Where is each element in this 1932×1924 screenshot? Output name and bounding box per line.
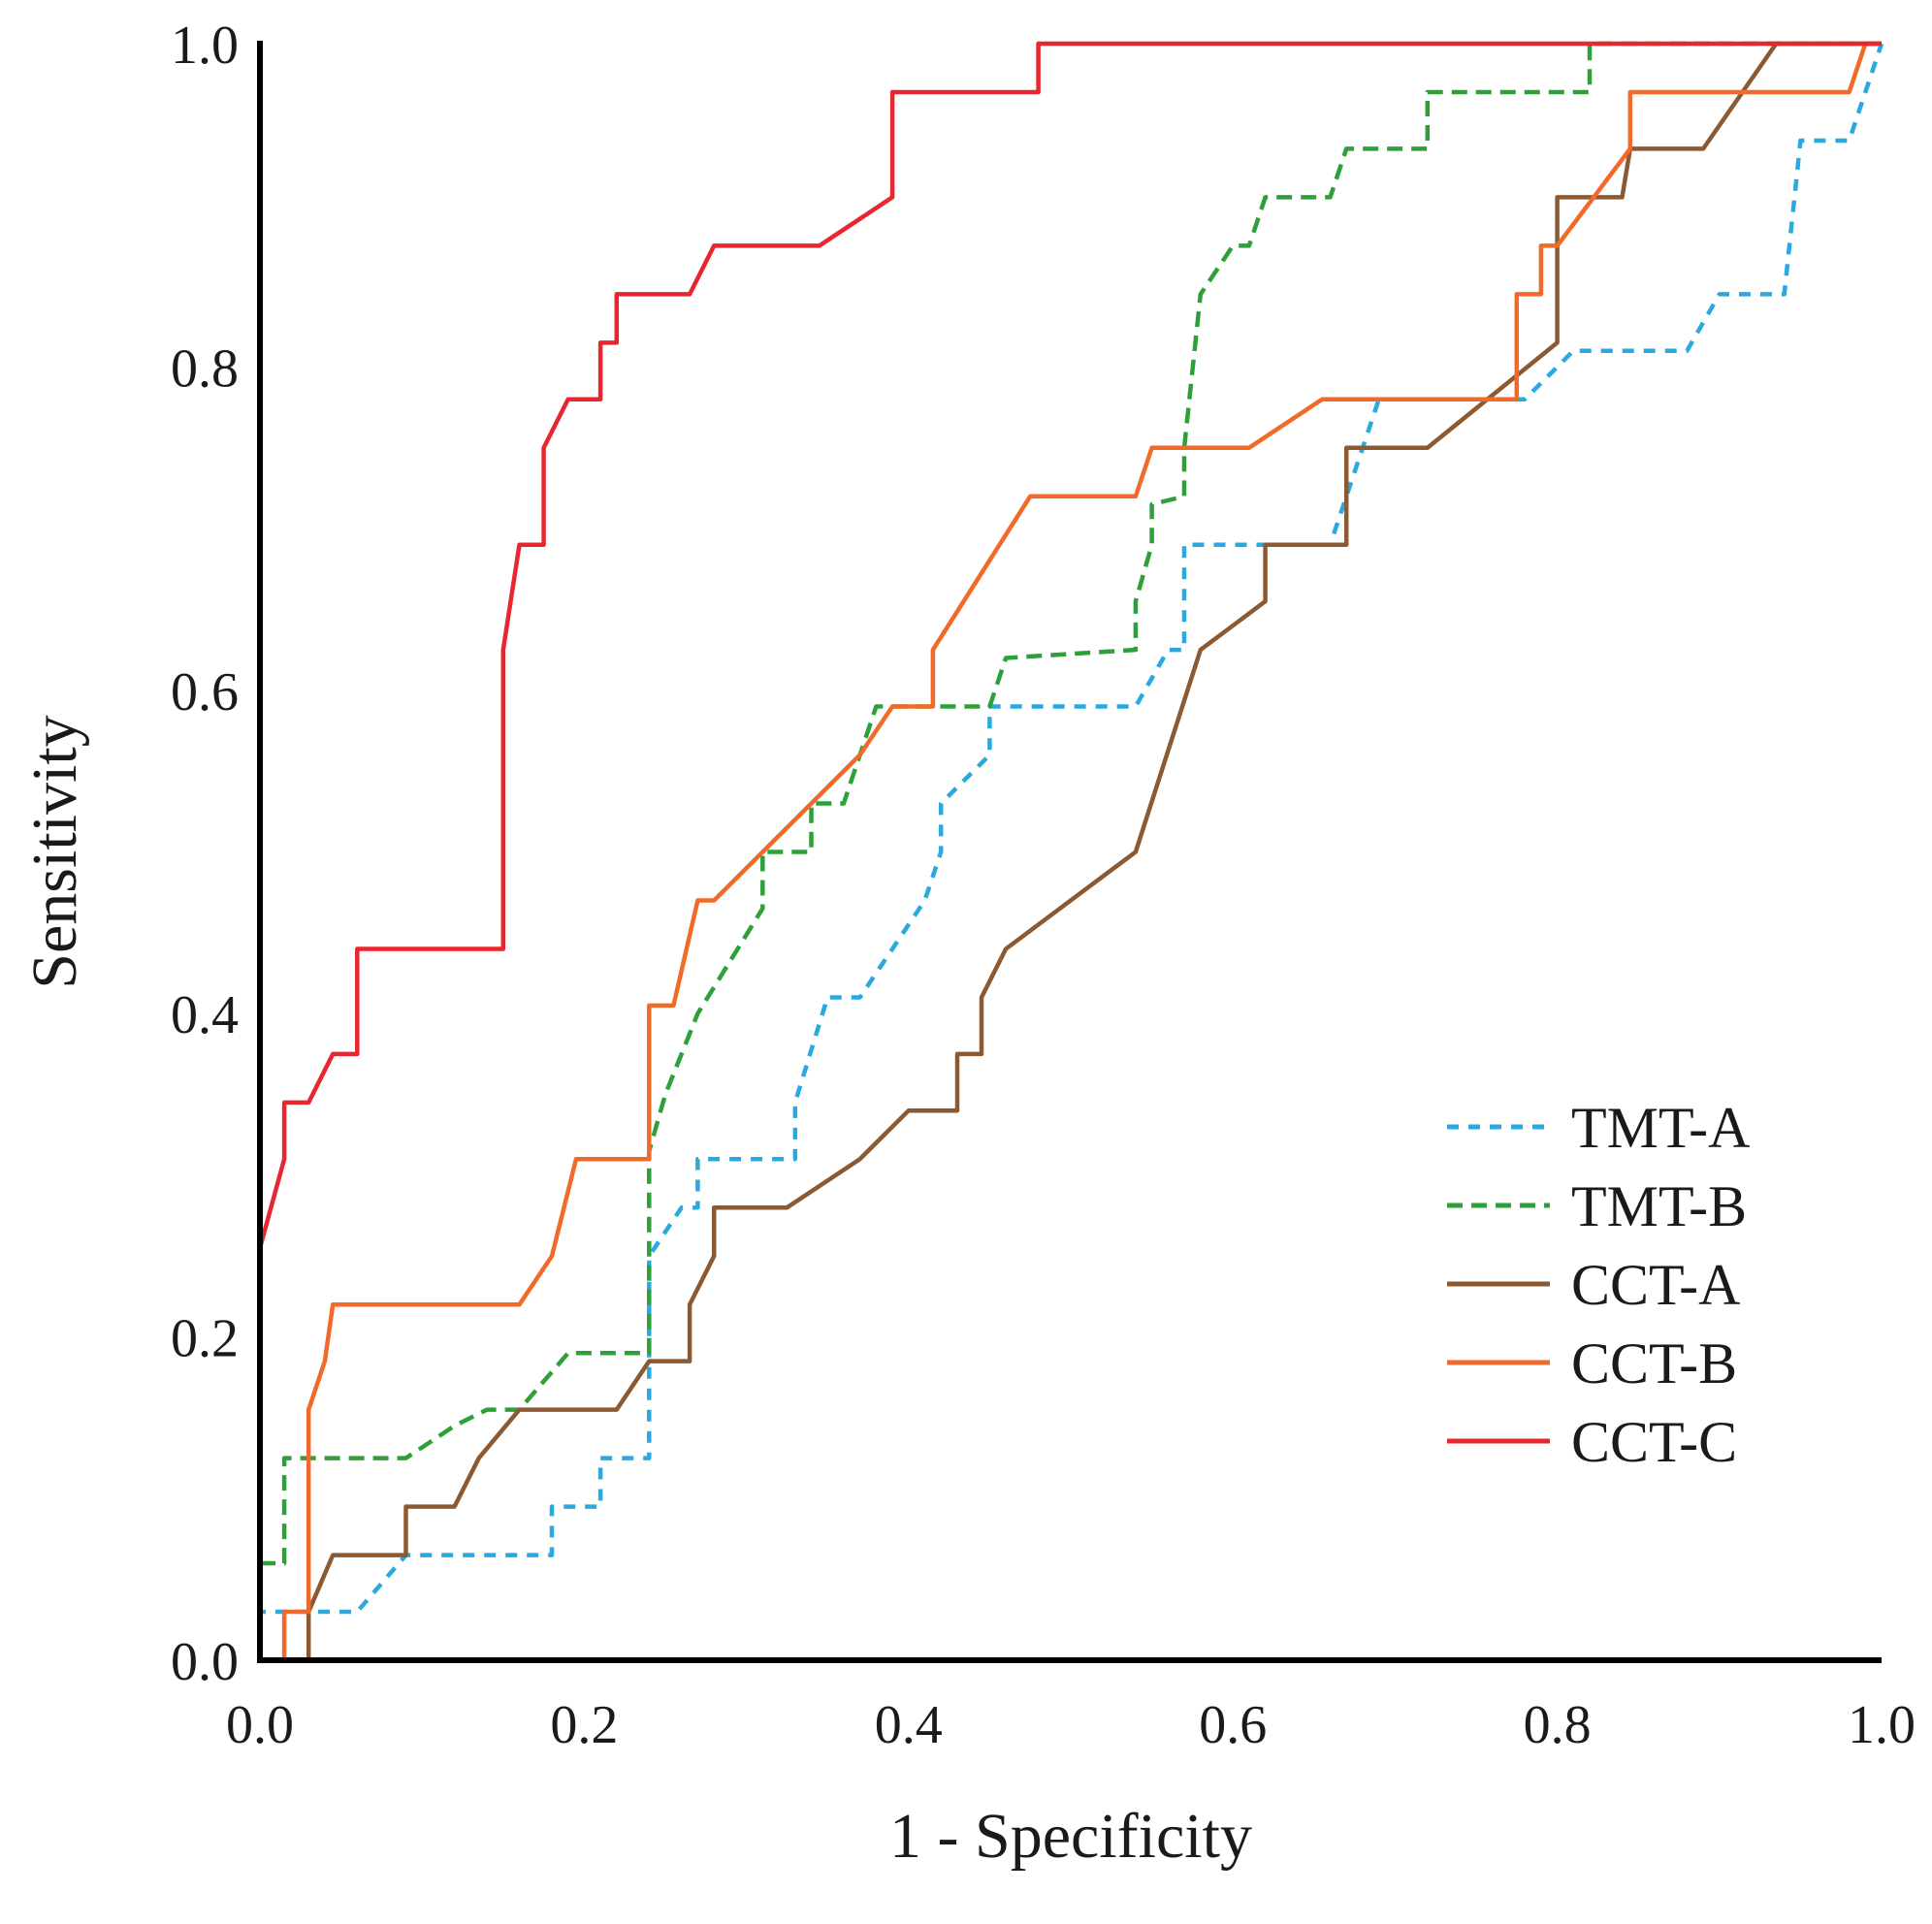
y-tick-label: 1.0: [171, 16, 239, 76]
tick-labels: 0.0 0.2 0.4 0.6 0.8 1.0 0.0 0.2 0.4 0.6 0.8 1.0: [171, 16, 1916, 1755]
x-tick-label: 0.8: [1524, 1695, 1592, 1755]
y-tick-label: 0.4: [171, 985, 239, 1045]
legend-label-cct-a: CCT-A: [1571, 1253, 1741, 1317]
y-tick-label: 0.6: [171, 662, 239, 722]
series-line-cct-b: [260, 41, 1882, 1663]
series-line-cct-a: [260, 41, 1882, 1663]
x-tick-label: 1.0: [1848, 1695, 1916, 1755]
plot-area: [257, 41, 1884, 1663]
x-tick-label: 0.6: [1199, 1695, 1267, 1755]
y-tick-label: 0.2: [171, 1309, 239, 1369]
legend-label-tmt-a: TMT-A: [1571, 1096, 1750, 1160]
legend-label-cct-c: CCT-C: [1571, 1410, 1737, 1474]
series-line-cct-c: [257, 41, 1882, 1660]
series-line-tmt-a: [257, 43, 1884, 1660]
legend-label-tmt-b: TMT-B: [1571, 1174, 1747, 1238]
x-tick-label: 0.2: [550, 1695, 618, 1755]
y-tick-label: 0.8: [171, 338, 239, 399]
x-axis-title: 1 - Specificity: [889, 1801, 1252, 1872]
series-line-tmt-b: [257, 41, 1882, 1660]
axes: [257, 41, 1882, 1663]
x-tick-label: 0.4: [875, 1695, 943, 1755]
y-tick-label: 0.0: [171, 1632, 239, 1692]
legend-label-cct-b: CCT-B: [1571, 1331, 1737, 1395]
y-axis-title: Sensitivity: [19, 715, 90, 988]
x-tick-label: 0.0: [226, 1695, 294, 1755]
legend: TMT-A TMT-B CCT-A CCT-B CCT-C: [1447, 1096, 1750, 1474]
